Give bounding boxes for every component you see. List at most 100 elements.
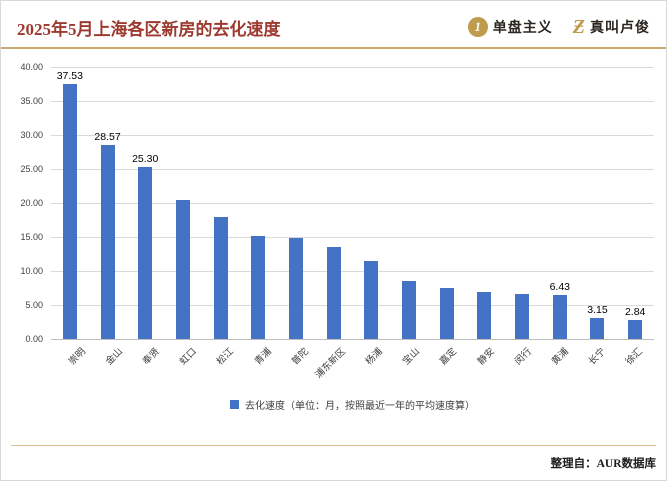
bar-slot bbox=[390, 67, 428, 339]
legend: 去化速度（单位：月，按照最近一年的平均速度算） bbox=[51, 397, 654, 412]
bar-松江 bbox=[213, 216, 228, 339]
bar-value-label: 37.53 bbox=[56, 69, 83, 82]
gridline bbox=[51, 203, 654, 204]
y-tick-label: 25.00 bbox=[20, 164, 43, 174]
bar-slot: 2.84 bbox=[616, 67, 654, 339]
bar-slot: 6.43 bbox=[541, 67, 579, 339]
x-slot: 闵行 bbox=[505, 339, 542, 393]
page-title: 2025年5月上海各区新房的去化速度 bbox=[17, 19, 281, 39]
bar-金山 bbox=[100, 144, 115, 339]
source-credit: 整理自：AUR数据库 bbox=[550, 458, 656, 470]
bar-slot bbox=[315, 67, 353, 339]
plot-area: 37.53 28.57 25.30 6.43 3.15 2.84 bbox=[51, 67, 654, 340]
bar-虹口 bbox=[175, 199, 190, 339]
bar-闵行 bbox=[515, 294, 530, 339]
gridline bbox=[51, 271, 654, 272]
x-tick-label: 嘉定 bbox=[438, 346, 460, 368]
bar-青浦 bbox=[251, 235, 266, 339]
gridline bbox=[51, 101, 654, 102]
bar-slot bbox=[202, 67, 240, 339]
x-slot: 崇明 bbox=[59, 339, 96, 393]
x-slot: 虹口 bbox=[171, 339, 208, 393]
x-tick-label: 奉贤 bbox=[140, 346, 162, 368]
x-tick-label: 黄浦 bbox=[549, 346, 571, 368]
x-slot: 浦东新区 bbox=[313, 339, 356, 393]
brand-label: 单盘主义 bbox=[492, 19, 553, 35]
bar-嘉定 bbox=[439, 288, 454, 339]
x-slot: 普陀 bbox=[282, 339, 319, 393]
gridline bbox=[51, 305, 654, 306]
y-tick-label: 15.00 bbox=[20, 232, 43, 242]
bars: 37.53 28.57 25.30 6.43 3.15 2.84 bbox=[51, 67, 654, 339]
x-slot: 宝山 bbox=[394, 339, 431, 393]
bar-崇明 bbox=[62, 83, 77, 339]
plot-row: 0.00 5.00 10.00 15.00 20.00 25.00 30.00 35.00 40… bbox=[9, 62, 654, 344]
bar-静安 bbox=[477, 292, 492, 339]
x-slot: 松江 bbox=[208, 339, 245, 393]
header: 2025年5月上海各区新房的去化速度 1 单盘主义 Ƶ 真叫卢俊 bbox=[1, 1, 666, 49]
bar-浦东新区 bbox=[326, 246, 341, 339]
y-tick-label: 0.00 bbox=[25, 334, 43, 344]
x-tick-label: 杨浦 bbox=[363, 346, 385, 368]
bar-slot: 3.15 bbox=[579, 67, 617, 339]
bar-徐汇 bbox=[628, 319, 643, 339]
x-slot: 青浦 bbox=[245, 339, 282, 393]
x-tick-label: 长宁 bbox=[586, 346, 609, 368]
bar-value-label: 3.15 bbox=[587, 303, 608, 316]
x-tick-label: 宝山 bbox=[400, 346, 423, 368]
brand-zhenjiaolujun: Ƶ 真叫卢俊 bbox=[573, 17, 650, 37]
bar-slot bbox=[239, 67, 277, 339]
bar-slot: 37.53 bbox=[51, 67, 89, 339]
x-tick-label: 青浦 bbox=[252, 346, 274, 368]
y-tick-label: 35.00 bbox=[20, 96, 43, 106]
x-tick-label: 徐汇 bbox=[624, 346, 646, 368]
bar-slot bbox=[428, 67, 466, 339]
legend-swatch bbox=[230, 400, 239, 409]
circle-one-logo-icon: 1 bbox=[467, 17, 488, 37]
x-slot: 黄浦 bbox=[542, 339, 579, 393]
bar-slot bbox=[164, 67, 202, 339]
bar-value-label: 6.43 bbox=[549, 281, 570, 294]
bar-value-label: 25.30 bbox=[132, 152, 159, 165]
x-slot: 金山 bbox=[96, 339, 133, 393]
brand-logos: 1 单盘主义 Ƶ 真叫卢俊 bbox=[467, 17, 650, 37]
gridline bbox=[51, 339, 654, 340]
bar-value-label: 28.57 bbox=[94, 130, 121, 143]
bar-长宁 bbox=[590, 317, 605, 339]
y-tick-label: 10.00 bbox=[20, 266, 43, 276]
x-slot: 嘉定 bbox=[431, 339, 468, 393]
legend-label: 去化速度（单位：月，按照最近一年的平均速度算） bbox=[245, 401, 475, 412]
x-tick-label: 静安 bbox=[475, 346, 497, 368]
bar-slot bbox=[353, 67, 391, 339]
x-tick-label: 松江 bbox=[215, 346, 237, 368]
x-tick-label: 闵行 bbox=[512, 346, 534, 368]
brand-danpanzhuyi: 1 单盘主义 bbox=[467, 17, 553, 37]
x-tick-label: 普陀 bbox=[289, 346, 311, 368]
bar-杨浦 bbox=[364, 260, 379, 339]
x-axis: 崇明 金山 奉贤 虹口 松江 青浦 普陀 浦东新区 杨浦 宝山 嘉定 静安 闵行 黄浦 长宁 徐汇 bbox=[59, 339, 654, 393]
y-tick-label: 5.00 bbox=[25, 300, 43, 310]
gridline bbox=[51, 67, 654, 68]
bar-slot bbox=[503, 67, 541, 339]
gridline bbox=[51, 135, 654, 136]
bar-slot: 28.57 bbox=[89, 67, 127, 339]
y-axis: 0.00 5.00 10.00 15.00 20.00 25.00 30.00 35.00 40… bbox=[9, 62, 47, 344]
x-tick-label: 金山 bbox=[103, 346, 125, 368]
bar-slot bbox=[466, 67, 504, 339]
x-tick-label: 虹口 bbox=[177, 346, 200, 368]
brand-label: 真叫卢俊 bbox=[590, 19, 650, 35]
x-slot: 长宁 bbox=[580, 339, 617, 393]
bar-slot: 25.30 bbox=[126, 67, 164, 339]
bar-普陀 bbox=[288, 237, 303, 339]
gridline bbox=[51, 237, 654, 238]
y-tick-label: 20.00 bbox=[20, 198, 43, 208]
x-slot: 奉贤 bbox=[133, 339, 170, 393]
footer: 整理自：AUR数据库 bbox=[11, 445, 656, 472]
y-tick-label: 40.00 bbox=[20, 62, 43, 72]
z-lightning-logo-icon: Ƶ bbox=[572, 16, 585, 38]
x-slot: 静安 bbox=[468, 339, 505, 393]
bar-slot bbox=[277, 67, 315, 339]
x-tick-label: 崇明 bbox=[66, 346, 88, 368]
y-tick-label: 30.00 bbox=[20, 130, 43, 140]
